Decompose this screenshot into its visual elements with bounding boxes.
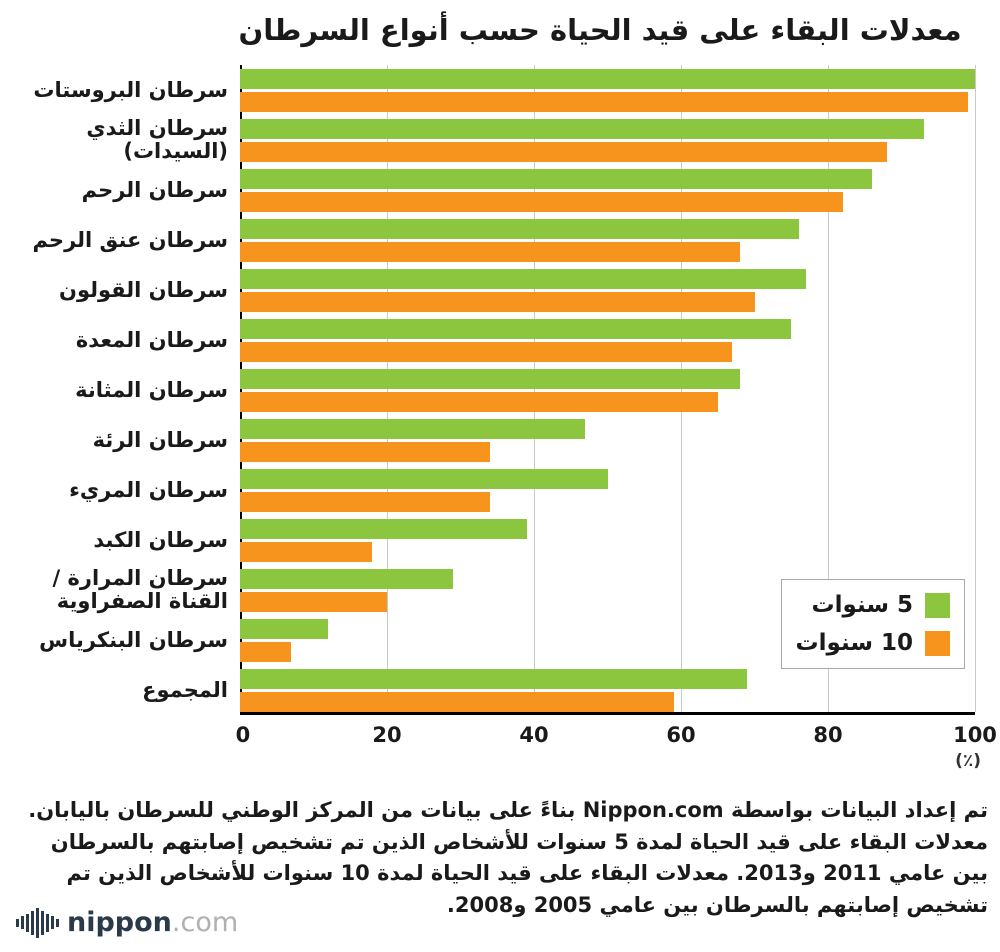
x-axis: (٪) 0 20 40 60 80 100 [236, 715, 997, 777]
category-label: سرطان عنق الرحم [32, 227, 228, 252]
chart-row: سرطان الرحم [0, 165, 975, 215]
legend-item-10yr: 10 سنوات [796, 630, 950, 656]
bar-group [240, 215, 975, 265]
category-label: سرطان الرحم [81, 177, 228, 202]
legend-label-5yr: 5 سنوات [811, 592, 913, 619]
x-tick-0: 0 [235, 723, 251, 748]
bar-5yr [240, 168, 873, 189]
bar-group [240, 515, 975, 565]
bar-10yr [240, 141, 887, 162]
category-label: سرطان الكبد [93, 527, 228, 552]
bar-5yr [240, 68, 975, 89]
source-note: تم إعداد البيانات بواسطة Nippon.com بناء… [28, 798, 988, 917]
bar-5yr [240, 518, 527, 539]
category-label: سرطان المرارة / القناة الصفراوية [52, 565, 228, 614]
gridlines [240, 65, 976, 716]
chart-row: سرطان المرارة / القناة الصفراوية [0, 565, 975, 615]
bar-5yr [240, 118, 924, 139]
chart-row: سرطان المثانة [0, 365, 975, 415]
gridline-20 [387, 65, 388, 713]
bar-group [240, 315, 975, 365]
gridline-60 [681, 65, 682, 713]
bar-group [240, 665, 975, 715]
bar-group [240, 565, 975, 615]
category-label: سرطان المعدة [75, 327, 228, 352]
nippon-logo-text: nippon.com [67, 907, 239, 938]
page-title: معدلات البقاء على قيد الحياة حسب أنواع ا… [238, 13, 962, 47]
bar-10yr [240, 641, 292, 662]
bar-group [240, 615, 975, 665]
gridline-100 [975, 65, 976, 713]
bar-10yr [240, 591, 387, 612]
legend-item-5yr: 5 سنوات [796, 592, 950, 618]
category-label: سرطان القولون [59, 277, 228, 302]
gridline-0 [240, 65, 242, 713]
bar-chart: سرطان البروستات سرطان الثدي (السيدات) سرطا… [0, 65, 1000, 777]
bar-5yr [240, 318, 792, 339]
gridline-40 [534, 65, 535, 713]
x-tick-60: 60 [666, 723, 696, 748]
gridline-80 [828, 65, 829, 713]
bar-group [240, 115, 975, 165]
x-axis-unit: (٪) [955, 751, 981, 772]
plot-area: سرطان البروستات سرطان الثدي (السيدات) سرطا… [0, 65, 976, 716]
category-label: سرطان المثانة [75, 377, 228, 402]
category-label: سرطان البنكرياس [39, 627, 228, 652]
bar-group [240, 365, 975, 415]
chart-row: سرطان الرئة [0, 415, 975, 465]
bar-10yr [240, 241, 740, 262]
x-tick-80: 80 [813, 723, 843, 748]
bar-10yr [240, 91, 968, 112]
bar-10yr [240, 291, 755, 312]
bar-5yr [240, 668, 748, 689]
category-label: سرطان المريء [69, 477, 228, 502]
bar-5yr [240, 418, 586, 439]
chart-row: سرطان الثدي (السيدات) [0, 115, 975, 165]
x-tick-40: 40 [519, 723, 549, 748]
x-tick-20: 20 [372, 723, 402, 748]
chart-row: سرطان المريء [0, 465, 975, 515]
bar-10yr [240, 441, 490, 462]
category-label: سرطان الرئة [92, 427, 228, 452]
bar-group [240, 265, 975, 315]
bar-5yr [240, 368, 740, 389]
chart-row: سرطان عنق الرحم [0, 215, 975, 265]
chart-row: سرطان الكبد [0, 515, 975, 565]
chart-row: سرطان المعدة [0, 315, 975, 365]
bar-5yr [240, 268, 806, 289]
bar-10yr [240, 491, 490, 512]
nippon-logo-icon [16, 907, 59, 938]
bar-group [240, 165, 975, 215]
bar-5yr [240, 618, 329, 639]
chart-row: سرطان القولون [0, 265, 975, 315]
bar-10yr [240, 391, 718, 412]
bar-5yr [240, 468, 608, 489]
bar-10yr [240, 691, 674, 712]
nippon-logo[interactable]: nippon.com [16, 907, 238, 938]
legend-label-10yr: 10 سنوات [795, 630, 913, 657]
bar-5yr [240, 218, 799, 239]
nippon-logo-suffix: .com [171, 907, 239, 938]
chart-row: سرطان البروستات [0, 65, 975, 115]
bar-group [240, 415, 975, 465]
legend-swatch-5yr [925, 592, 950, 618]
legend: 5 سنوات 10 سنوات [780, 579, 965, 670]
category-label: سرطان البروستات [33, 77, 228, 102]
legend-swatch-10yr [925, 630, 950, 656]
chart-row: سرطان البنكرياس [0, 615, 975, 665]
chart-rows: سرطان البروستات سرطان الثدي (السيدات) سرطا… [0, 65, 975, 715]
bar-10yr [240, 191, 843, 212]
x-tick-100: 100 [953, 723, 997, 748]
chart-row: المجموع [0, 665, 975, 715]
bar-10yr [240, 541, 373, 562]
category-label: المجموع [142, 677, 228, 702]
category-label: سرطان الثدي (السيدات) [86, 115, 228, 164]
bar-group [240, 465, 975, 515]
bar-10yr [240, 341, 733, 362]
bar-group [240, 65, 975, 115]
bar-5yr [240, 568, 454, 589]
